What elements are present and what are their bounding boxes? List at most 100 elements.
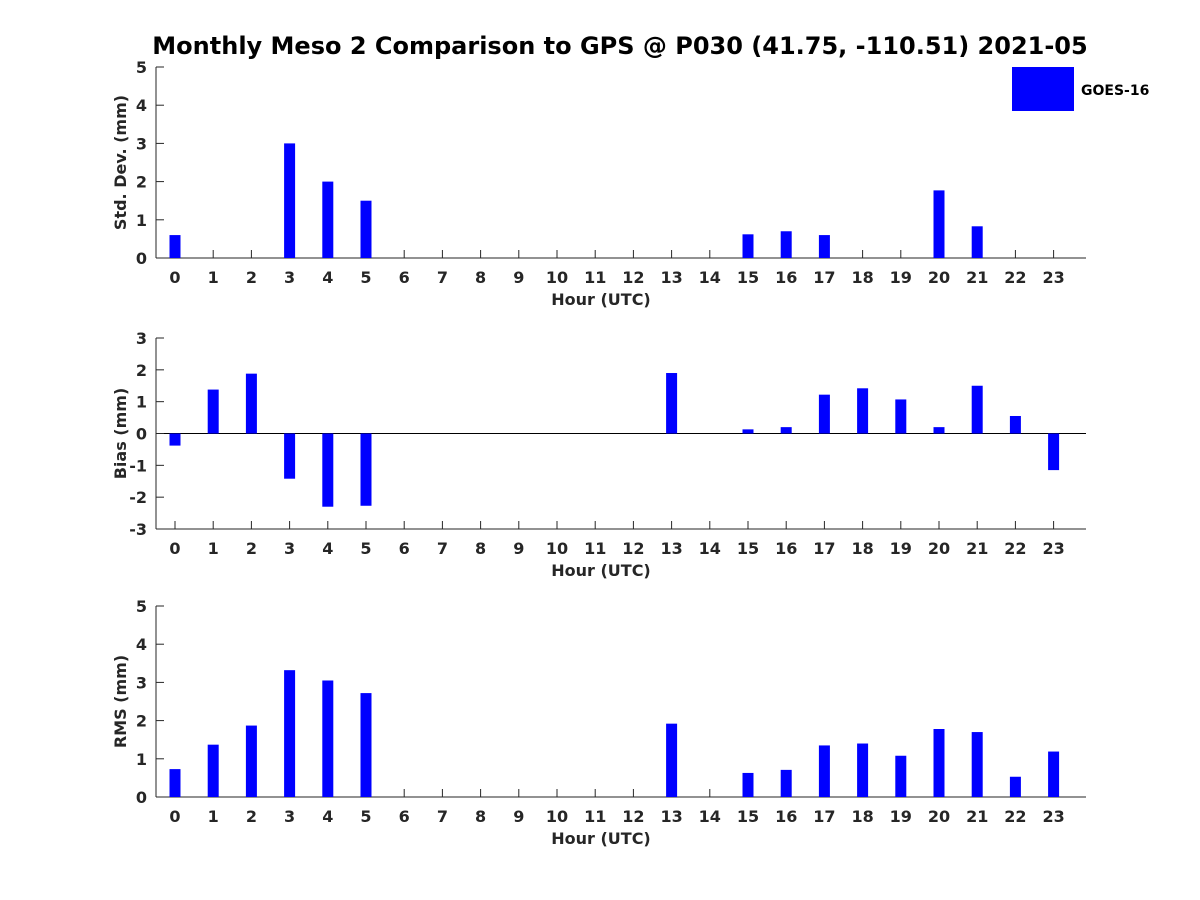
std-dev-x-tick-label: 2	[246, 268, 257, 287]
bias-x-tick-label: 17	[813, 539, 835, 558]
bias-bar	[857, 388, 869, 434]
bias-x-tick-label: 4	[322, 539, 333, 558]
rms-x-tick-label: 15	[737, 807, 759, 826]
rms-x-tick-label: 23	[1042, 807, 1064, 826]
bias-bar	[360, 433, 372, 506]
bias-x-tick-label: 16	[775, 539, 797, 558]
bias-bar	[742, 429, 754, 434]
bias-x-tick-label: 9	[513, 539, 524, 558]
bias-x-tick-label: 0	[169, 539, 180, 558]
rms-y-tick-label: 5	[136, 597, 147, 616]
bias-bar	[1009, 415, 1021, 434]
legend: GOES-16	[1012, 67, 1149, 111]
rms-x-tick-label: 9	[513, 807, 524, 826]
rms-bar	[360, 693, 372, 797]
std-dev-x-tick-label: 18	[851, 268, 873, 287]
bias-x-tick-label: 12	[622, 539, 644, 558]
std-dev-x-tick-label: 3	[284, 268, 295, 287]
rms-x-tick-label: 11	[584, 807, 606, 826]
rms-bar	[284, 670, 296, 797]
bias-y-tick-label: 2	[136, 361, 147, 380]
std-dev-bar	[818, 235, 830, 258]
legend-label: GOES-16	[1081, 83, 1149, 99]
rms-x-tick-label: 3	[284, 807, 295, 826]
rms-x-tick-label: 17	[813, 807, 835, 826]
std-dev-bar	[933, 190, 945, 258]
std-dev-bar	[360, 200, 372, 258]
std-dev-x-tick-label: 14	[699, 268, 721, 287]
std-dev-x-tick-label: 0	[169, 268, 180, 287]
bias-bar	[780, 427, 792, 434]
std-dev-x-tick-label: 1	[208, 268, 219, 287]
rms-bar	[933, 729, 945, 797]
rms-y-tick-label: 2	[136, 712, 147, 731]
rms-x-tick-label: 12	[622, 807, 644, 826]
std-dev-x-tick-label: 17	[813, 268, 835, 287]
bias-x-tick-label: 10	[546, 539, 568, 558]
std-dev-x-tick-label: 12	[622, 268, 644, 287]
bias-y-tick-label: 1	[136, 393, 147, 412]
std-dev-x-tick-label: 22	[1004, 268, 1026, 287]
std-dev-x-tick-label: 5	[360, 268, 371, 287]
std-dev-x-tick-label: 6	[399, 268, 410, 287]
bias-bar	[245, 373, 257, 434]
std-dev-bar	[971, 226, 983, 258]
rms-bar	[666, 723, 678, 797]
rms-x-axis-title: Hour (UTC)	[551, 829, 651, 848]
rms-x-tick-label: 13	[660, 807, 682, 826]
std-dev-y-tick-label: 0	[136, 249, 147, 268]
std-dev-y-axis-title: Std. Dev. (mm)	[111, 95, 130, 230]
bias-x-tick-label: 23	[1042, 539, 1064, 558]
rms-x-tick-label: 0	[169, 807, 180, 826]
rms-bar	[1009, 776, 1021, 797]
rms-x-tick-label: 21	[966, 807, 988, 826]
rms-y-axis-title: RMS (mm)	[111, 655, 130, 748]
rms-x-tick-label: 22	[1004, 807, 1026, 826]
bias-x-tick-label: 2	[246, 539, 257, 558]
bias-x-axis-title: Hour (UTC)	[551, 561, 651, 580]
rms-x-tick-label: 20	[928, 807, 950, 826]
std-dev-x-tick-label: 10	[546, 268, 568, 287]
bias-x-tick-label: 3	[284, 539, 295, 558]
std-dev-bar	[284, 143, 296, 258]
rms-bar	[322, 680, 334, 797]
rms-bar	[857, 743, 869, 797]
bias-bar	[666, 373, 678, 434]
rms-bar	[245, 725, 257, 797]
std-dev-x-tick-label: 13	[660, 268, 682, 287]
figure-title: Monthly Meso 2 Comparison to GPS @ P030 …	[152, 32, 1087, 60]
rms-y-tick-label: 3	[136, 673, 147, 692]
std-dev-x-tick-label: 19	[890, 268, 912, 287]
rms-x-tick-label: 8	[475, 807, 486, 826]
bias-bar	[322, 433, 334, 507]
std-dev-x-tick-label: 7	[437, 268, 448, 287]
std-dev-y-tick-label: 2	[136, 173, 147, 192]
bias-x-tick-label: 1	[208, 539, 219, 558]
rms-bar	[895, 755, 907, 797]
legend-swatch	[1012, 67, 1074, 111]
std-dev-x-tick-label: 8	[475, 268, 486, 287]
bias-y-tick-label: 0	[136, 425, 147, 444]
rms-x-tick-label: 1	[208, 807, 219, 826]
rms-x-tick-label: 10	[546, 807, 568, 826]
bias-bar	[895, 399, 907, 434]
rms-x-tick-label: 2	[246, 807, 257, 826]
bias-bar	[1048, 433, 1060, 471]
bias-x-tick-label: 20	[928, 539, 950, 558]
rms-bar	[207, 744, 219, 797]
std-dev-y-tick-label: 3	[136, 134, 147, 153]
rms-x-tick-label: 18	[851, 807, 873, 826]
bias-x-tick-label: 14	[699, 539, 721, 558]
std-dev-bar	[780, 231, 792, 258]
bias-bar	[818, 394, 830, 434]
std-dev-x-tick-label: 11	[584, 268, 606, 287]
bias-y-tick-label: -2	[129, 488, 147, 507]
bias-x-tick-label: 5	[360, 539, 371, 558]
bias-x-tick-label: 13	[660, 539, 682, 558]
std-dev-y-tick-label: 4	[136, 96, 147, 115]
std-dev-y-tick-label: 1	[136, 211, 147, 230]
bias-x-tick-label: 22	[1004, 539, 1026, 558]
bias-bar	[971, 385, 983, 434]
bias-x-tick-label: 8	[475, 539, 486, 558]
